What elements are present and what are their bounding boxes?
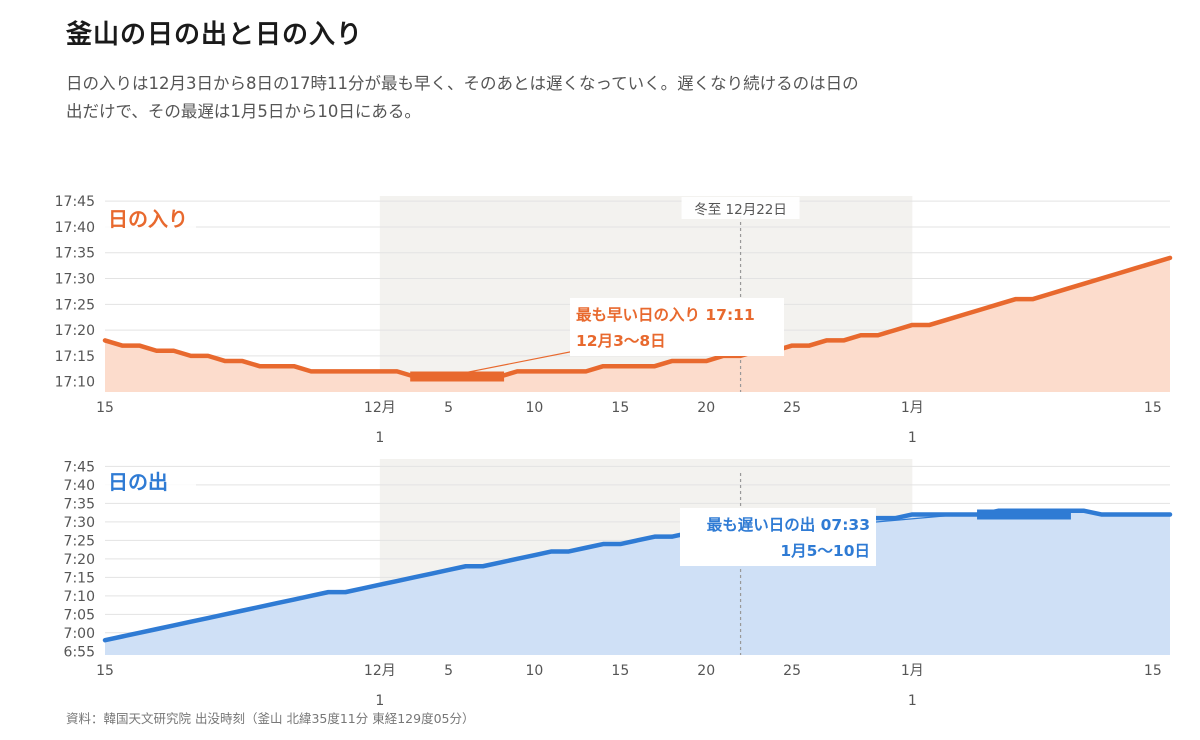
- panel-sunset-annotation-box: [570, 298, 784, 356]
- panel-sunset-y-tick-label: 17:45: [55, 194, 95, 210]
- panel-sunrise-y-tick-label: 6:55: [64, 644, 95, 660]
- panel-sunset-solstice-label: 冬至 12月22日: [694, 202, 787, 218]
- source-note: 資料：韓国天文研究院 出没時刻（釜山 北緯35度11分 東経129度05分）: [66, 711, 475, 726]
- panel-sunrise-y-tick-label: 7:25: [64, 533, 95, 549]
- panel-sunrise-annotation-leader: [875, 513, 962, 523]
- panel-sunset-area-fill: [105, 257, 1170, 392]
- panel-sunset-series-title: 日の入り: [108, 207, 188, 231]
- panel-sunset-x-tick-label: 25: [783, 400, 801, 416]
- panel-sunset-y-tick-label: 17:20: [55, 323, 95, 339]
- panel-sunset-x-tick-label: 10: [526, 400, 544, 416]
- panel-sunset-x-tick-label: 15: [611, 400, 629, 416]
- panel-sunrise-annotation-line1: 最も遅い日の出 07:33: [707, 515, 870, 534]
- panel-sunset-x-tick-sublabel: 1: [375, 430, 384, 446]
- panel-sunrise-y-tick-label: 7:45: [64, 459, 95, 475]
- panel-sunrise-annotation-box: [680, 508, 876, 566]
- page-title: 釜山の日の出と日の入り: [66, 20, 364, 50]
- panel-sunset-y-tick-label: 17:30: [55, 272, 95, 288]
- panel-sunrise-x-tick-label: 25: [783, 663, 801, 679]
- panel-sunrise-series-title: 日の出: [108, 470, 168, 494]
- panel-sunset-x-tick-label: 5: [444, 400, 453, 416]
- panel-sunrise-y-tick-label: 7:10: [64, 589, 95, 605]
- panel-sunrise-area-fill: [105, 510, 1170, 655]
- panel-sunrise-x-tick-label: 12月: [364, 663, 396, 679]
- panel-sunrise-x-tick-label: 1月: [901, 663, 924, 679]
- panel-sunrise-x-tick-label: 15: [611, 663, 629, 679]
- panel-sunset-y-tick-label: 17:40: [55, 220, 95, 236]
- panel-sunset-x-tick-sublabel: 1: [908, 430, 917, 446]
- panel-sunrise-annotation-line2: 1月5〜10日: [780, 542, 870, 560]
- panel-sunrise-x-tick-sublabel: 1: [908, 693, 917, 709]
- panel-sunset-y-tick-label: 17:35: [55, 246, 95, 262]
- panel-sunrise-x-tick-label: 20: [697, 663, 715, 679]
- panel-sunrise-title-bg: [104, 468, 196, 496]
- panel-sunset-title-bg: [104, 205, 196, 233]
- panel-sunset-x-tick-label: 15: [1144, 400, 1162, 416]
- panel-sunrise-y-tick-label: 7:15: [64, 570, 95, 586]
- panel-sunrise-y-tick-label: 7:30: [64, 515, 95, 531]
- panel-sunrise-x-tick-label: 5: [444, 663, 453, 679]
- panel-sunset-annotation-leader: [465, 347, 591, 374]
- panel-sunset-y-tick-label: 17:15: [55, 349, 95, 365]
- page-subtitle: 日の入りは12月3日から8日の17時11分が最も早く、そのあとは遅くなっていく。…: [66, 74, 859, 121]
- panel-sunrise-y-tick-label: 7:40: [64, 478, 95, 494]
- panel-sunrise-x-tick-sublabel: 1: [375, 693, 384, 709]
- panel-sunset-x-tick-label: 1月: [901, 400, 924, 416]
- panel-sunset-y-tick-label: 17:25: [55, 297, 95, 313]
- panel-sunset-x-tick-label: 20: [697, 400, 715, 416]
- panel-sunrise-y-tick-label: 7:05: [64, 607, 95, 623]
- panel-sunrise-x-tick-label: 15: [1144, 663, 1162, 679]
- panel-sunrise-x-tick-label: 10: [526, 663, 544, 679]
- panel-sunset-annotation-line1: 最も早い日の入り 17:11: [576, 306, 755, 324]
- panel-sunrise-x-tick-label: 15: [96, 663, 114, 679]
- panel-sunrise-y-tick-label: 7:35: [64, 496, 95, 512]
- panel-sunset-series-line: [102, 255, 1173, 379]
- panel-sunset-solstice-label-bg: [681, 197, 800, 219]
- panel-sunrise-y-tick-label: 7:20: [64, 552, 95, 568]
- panel-sunset-x-tick-label: 12月: [364, 400, 396, 416]
- panel-sunrise-y-tick-label: 7:00: [64, 626, 95, 642]
- panel-sunset-y-tick-label: 17:10: [55, 375, 95, 391]
- panel-sunset-x-tick-label: 15: [96, 400, 114, 416]
- panel-sunset-annotation-line2: 12月3〜8日: [576, 332, 666, 350]
